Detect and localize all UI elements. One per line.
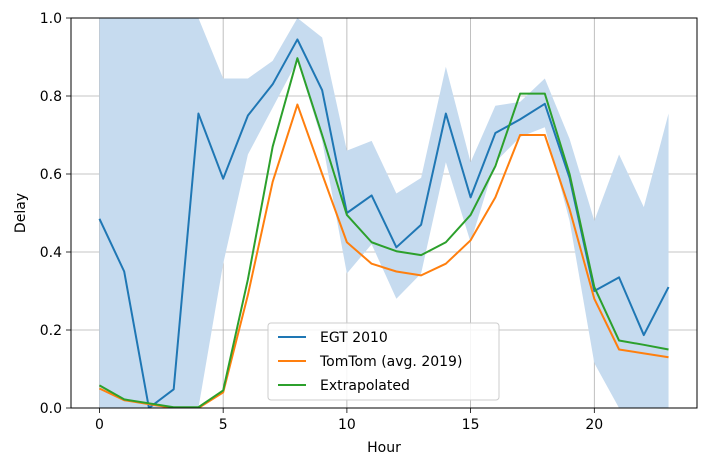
legend-box (267, 322, 500, 401)
x-tick-label: 15 (462, 417, 480, 433)
x-axis-title: Hour (367, 440, 401, 456)
y-tick-label: 0.2 (40, 323, 62, 339)
axis-ticks: 0 5 10 15 20 0.0 0.2 0.4 0.6 0.8 1.0 (40, 11, 603, 433)
x-tick-label: 0 (95, 417, 104, 433)
legend-label: TomTom (avg. 2019) (319, 354, 462, 370)
y-tick-label: 0.8 (40, 89, 62, 105)
series-line-tomtom-avg-2019 (99, 103, 669, 408)
x-tick-label: 20 (585, 417, 603, 433)
series-line-extrapolated (98, 57, 669, 408)
x-tick-label: 10 (338, 417, 356, 433)
y-tick-label: 0.4 (40, 245, 62, 261)
y-axis-title: Delay (13, 193, 29, 233)
x-tick-label: 5 (219, 417, 228, 433)
series-layer (98, 38, 670, 408)
legend: EGT 2010 TomTom (avg. 2019) Extrapolated (267, 322, 500, 401)
legend-label: EGT 2010 (320, 330, 388, 346)
plot-area-frame (70, 17, 698, 409)
legend-label: Extrapolated (320, 378, 410, 394)
y-tick-label: 0.0 (40, 401, 62, 417)
y-tick-label: 1.0 (40, 11, 62, 27)
y-tick-label: 0.6 (40, 167, 62, 183)
